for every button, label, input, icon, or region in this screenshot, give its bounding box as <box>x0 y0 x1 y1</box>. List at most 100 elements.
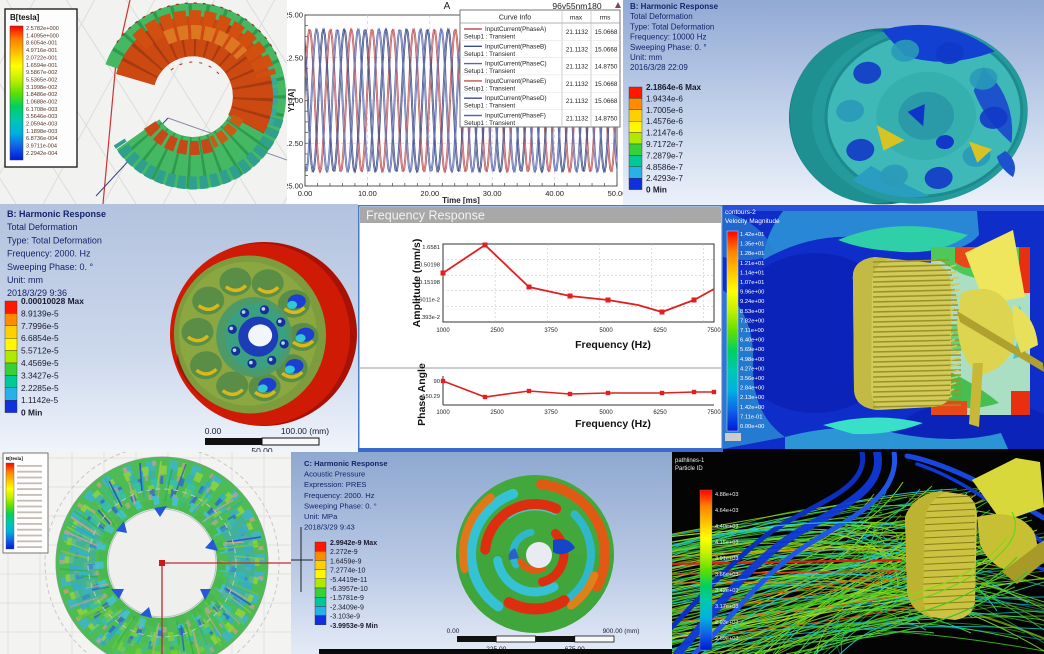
svg-text:Frequency Response: Frequency Response <box>366 209 485 223</box>
svg-text:Sweeping Phase: 0. °: Sweeping Phase: 0. ° <box>304 501 377 510</box>
svg-text:3.17e+03: 3.17e+03 <box>715 604 739 610</box>
svg-text:7.7996e-5: 7.7996e-5 <box>21 321 59 331</box>
svg-text:1.35e+01: 1.35e+01 <box>740 242 764 248</box>
svg-text:4.8586e-7: 4.8586e-7 <box>646 163 683 172</box>
svg-text:3.91e+03: 3.91e+03 <box>715 556 739 562</box>
svg-text:Sweeping Phase: 0. °: Sweeping Phase: 0. ° <box>7 262 94 272</box>
svg-text:4.4569e-5: 4.4569e-5 <box>21 358 59 368</box>
svg-text:21.1132: 21.1132 <box>566 64 589 71</box>
svg-text:4.98e+00: 4.98e+00 <box>740 357 764 363</box>
svg-text:15.0668: 15.0668 <box>595 46 618 53</box>
svg-text:8.6054e-001: 8.6054e-001 <box>26 41 57 47</box>
svg-text:rms: rms <box>600 15 612 22</box>
svg-text:Setup1 : Transient: Setup1 : Transient <box>464 68 515 75</box>
svg-text:3.66e+03: 3.66e+03 <box>715 572 739 578</box>
svg-text:1.6594e-001: 1.6594e-001 <box>26 63 57 69</box>
svg-text:-12.50: -12.50 <box>287 139 303 148</box>
svg-text:Curve Info: Curve Info <box>499 15 531 22</box>
svg-text:0.00e+00: 0.00e+00 <box>740 424 764 430</box>
svg-text:21.1132: 21.1132 <box>566 81 589 88</box>
svg-text:1.1898e-003: 1.1898e-003 <box>26 129 57 135</box>
svg-text:B[tesla]: B[tesla] <box>10 13 40 22</box>
svg-text:2.2942e-004: 2.2942e-004 <box>26 151 57 157</box>
svg-text:InputCurrent(PhaseE): InputCurrent(PhaseE) <box>485 78 546 85</box>
svg-text:4.64e+03: 4.64e+03 <box>715 508 739 514</box>
svg-text:Frequency: 10000 Hz: Frequency: 10000 Hz <box>630 33 707 42</box>
svg-text:3.42e+03: 3.42e+03 <box>715 588 739 594</box>
svg-text:5.5712e-5: 5.5712e-5 <box>21 346 59 356</box>
svg-text:-5.4419e-11: -5.4419e-11 <box>330 577 367 584</box>
svg-text:8.9139e-5: 8.9139e-5 <box>21 308 59 318</box>
svg-text:14.8750: 14.8750 <box>595 116 618 123</box>
svg-text:2.13e+00: 2.13e+00 <box>740 395 764 401</box>
svg-text:4.9716e-001: 4.9716e-001 <box>26 48 57 54</box>
svg-text:2.93e+03: 2.93e+03 <box>715 620 739 626</box>
svg-text:contours-2: contours-2 <box>725 209 756 216</box>
svg-text:-6.3957e-10: -6.3957e-10 <box>330 586 368 593</box>
svg-text:2.4293e-7: 2.4293e-7 <box>646 174 683 183</box>
svg-text:0 Min: 0 Min <box>21 408 42 418</box>
svg-text:5.5365e-002: 5.5365e-002 <box>26 77 57 83</box>
svg-text:9.7172e-7: 9.7172e-7 <box>646 140 683 149</box>
svg-text:96v55nm180: 96v55nm180 <box>552 1 601 11</box>
svg-text:Setup1 : Transient: Setup1 : Transient <box>464 34 515 41</box>
svg-text:Time [ms]: Time [ms] <box>442 196 480 204</box>
svg-text:Total Deformation: Total Deformation <box>7 222 78 232</box>
svg-text:20.00: 20.00 <box>420 189 439 198</box>
svg-text:InputCurrent(PhaseB): InputCurrent(PhaseB) <box>485 43 546 50</box>
svg-text:1.42e+01: 1.42e+01 <box>740 232 764 238</box>
svg-text:0.15198: 0.15198 <box>419 280 440 286</box>
svg-text:-25.00: -25.00 <box>287 182 303 191</box>
svg-text:2018/3/29 9:36: 2018/3/29 9:36 <box>7 288 67 298</box>
svg-text:6.6854e-5: 6.6854e-5 <box>21 333 59 343</box>
svg-text:Expression: PRES: Expression: PRES <box>304 480 366 489</box>
svg-text:-3.9953e-9 Min: -3.9953e-9 Min <box>330 623 378 630</box>
svg-text:2.5782e+000: 2.5782e+000 <box>26 26 59 32</box>
svg-text:0.50198: 0.50198 <box>419 263 440 269</box>
svg-text:25.00: 25.00 <box>287 11 303 20</box>
svg-text:1.8486e-002: 1.8486e-002 <box>26 92 57 98</box>
svg-text:9.96e+00: 9.96e+00 <box>740 290 764 296</box>
svg-text:Acoustic Pressure: Acoustic Pressure <box>304 470 365 479</box>
svg-text:1.42e+00: 1.42e+00 <box>740 405 764 411</box>
svg-text:12.50: 12.50 <box>287 53 303 62</box>
svg-text:Unit: mm: Unit: mm <box>7 275 43 285</box>
svg-text:Setup1 : Transient: Setup1 : Transient <box>464 51 515 58</box>
svg-text:50.00: 50.00 <box>608 189 623 198</box>
svg-text:5.69e+00: 5.69e+00 <box>740 347 764 353</box>
svg-text:2.1864e-6 Max: 2.1864e-6 Max <box>646 83 702 92</box>
svg-text:2.9942e-9 Max: 2.9942e-9 Max <box>330 540 377 547</box>
svg-text:21.1132: 21.1132 <box>566 98 589 105</box>
svg-text:-1.5781e-9: -1.5781e-9 <box>330 595 364 602</box>
svg-text:-150.29: -150.29 <box>420 394 440 400</box>
svg-text:7500: 7500 <box>707 328 721 334</box>
svg-text:7.82e+00: 7.82e+00 <box>740 318 764 324</box>
svg-text:7.11e-01: 7.11e-01 <box>740 414 762 420</box>
svg-text:100.00 (mm): 100.00 (mm) <box>281 426 329 436</box>
svg-text:1.7005e-6: 1.7005e-6 <box>646 106 683 115</box>
svg-text:90: 90 <box>434 379 440 385</box>
svg-text:Frequency (Hz): Frequency (Hz) <box>575 339 651 351</box>
svg-text:0.00010028 Max: 0.00010028 Max <box>21 296 84 306</box>
svg-text:6.8736e-004: 6.8736e-004 <box>26 136 57 142</box>
svg-text:Y1 [A]: Y1 [A] <box>287 89 296 112</box>
svg-text:6250: 6250 <box>653 328 667 334</box>
svg-text:2.69e+03: 2.69e+03 <box>715 636 739 642</box>
svg-text:40.00: 40.00 <box>545 189 564 198</box>
svg-text:Type: Total Deformation: Type: Total Deformation <box>7 235 102 245</box>
svg-text:1.0688e-002: 1.0688e-002 <box>26 100 57 106</box>
svg-text:3.5646e-003: 3.5646e-003 <box>26 114 57 120</box>
svg-text:5000: 5000 <box>599 410 613 416</box>
svg-text:Frequency: 2000. Hz: Frequency: 2000. Hz <box>7 249 91 259</box>
svg-text:Setup1 : Transient: Setup1 : Transient <box>464 103 515 110</box>
svg-text:21.1132: 21.1132 <box>566 116 589 123</box>
svg-text:2.84e+00: 2.84e+00 <box>740 386 764 392</box>
svg-text:7.11e+00: 7.11e+00 <box>740 328 764 334</box>
svg-text:0.00: 0.00 <box>447 628 460 635</box>
svg-text:Velocity Magnitude: Velocity Magnitude <box>725 218 780 225</box>
svg-text:900.00 (mm): 900.00 (mm) <box>603 628 640 635</box>
svg-text:0.00: 0.00 <box>298 189 313 198</box>
svg-text:3.1998e-002: 3.1998e-002 <box>26 85 57 91</box>
svg-text:C: Harmonic Response: C: Harmonic Response <box>304 459 388 468</box>
svg-text:2016/3/28 22:09: 2016/3/28 22:09 <box>630 63 688 72</box>
